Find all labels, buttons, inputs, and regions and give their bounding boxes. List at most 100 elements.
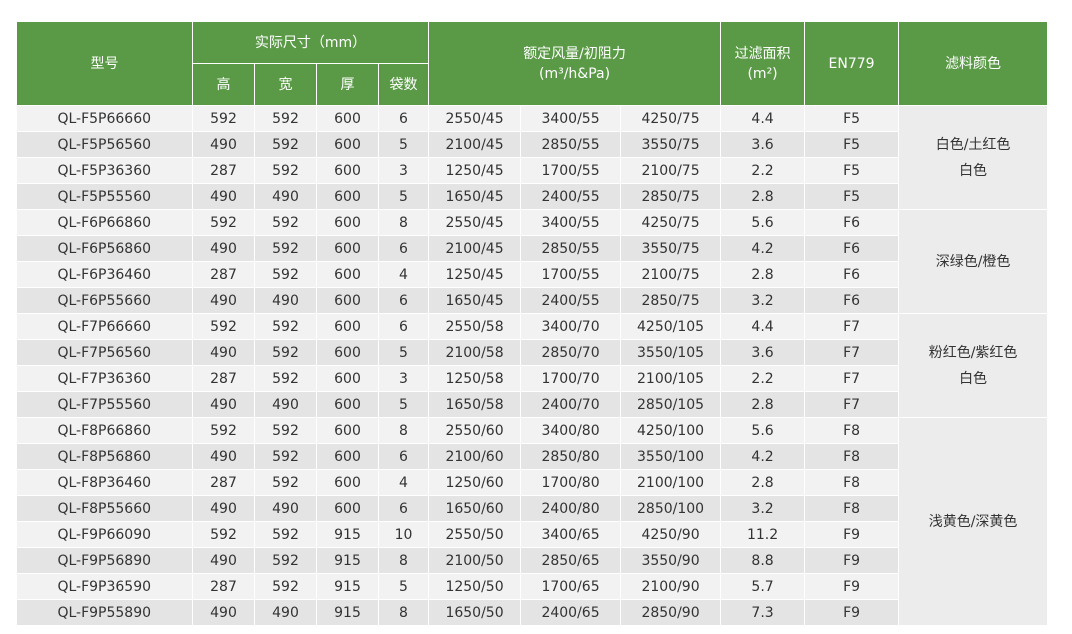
grade-cell: F9 (804, 521, 900, 548)
width-cell: 490 (254, 287, 317, 314)
bag-count-cell: 8 (378, 417, 430, 444)
airflow-3-cell: 2850/100 (620, 495, 722, 522)
header-bag-count: 袋数 (377, 63, 430, 106)
height-cell: 490 (192, 235, 255, 262)
airflow-3-cell: 4250/100 (620, 417, 722, 444)
width-cell: 592 (254, 313, 317, 340)
airflow-1-cell: 1650/58 (428, 391, 522, 418)
height-cell: 287 (192, 573, 255, 600)
width-cell: 592 (254, 235, 317, 262)
airflow-1-cell: 1650/60 (428, 495, 522, 522)
bag-count-cell: 6 (378, 313, 430, 340)
grade-cell: F7 (804, 365, 900, 392)
grade-cell: F8 (804, 443, 900, 470)
height-cell: 490 (192, 131, 255, 158)
bag-count-cell: 5 (378, 131, 430, 158)
bag-count-cell: 8 (378, 599, 430, 626)
height-cell: 287 (192, 157, 255, 184)
airflow-1-cell: 1250/58 (428, 365, 522, 392)
filter-area-cell: 5.6 (720, 209, 806, 236)
airflow-2-cell: 2850/55 (520, 131, 622, 158)
airflow-1-cell: 1250/45 (428, 157, 522, 184)
airflow-2-cell: 2400/70 (520, 391, 622, 418)
airflow-3-cell: 2100/100 (620, 469, 722, 496)
depth-cell: 600 (316, 443, 379, 470)
bag-count-cell: 8 (378, 209, 430, 236)
model-cell: QL-F7P66660 (16, 313, 193, 340)
airflow-2-cell: 2850/55 (520, 235, 622, 262)
height-cell: 592 (192, 105, 255, 132)
airflow-2-cell: 2850/80 (520, 443, 622, 470)
airflow-1-cell: 2100/50 (428, 547, 522, 574)
filter-area-cell: 2.8 (720, 469, 806, 496)
width-cell: 592 (254, 261, 317, 288)
depth-cell: 600 (316, 209, 379, 236)
bag-count-cell: 5 (378, 339, 430, 366)
filter-area-cell: 3.2 (720, 495, 806, 522)
width-cell: 592 (254, 521, 317, 548)
media-color-cell: 深绿色/橙色 (898, 209, 1049, 314)
table-row: QL-F6P36460 287 592 600 4 1250/45 1700/55 2100/… (16, 261, 1048, 288)
filter-area-cell: 5.6 (720, 417, 806, 444)
airflow-2-cell: 1700/70 (520, 365, 622, 392)
table-row: QL-F8P66860 592 592 600 8 2550/60 3400/80 4250/… (16, 417, 1049, 626)
filter-area-cell: 4.4 (720, 105, 806, 132)
grade-cell: F6 (804, 261, 900, 288)
header-area-line1: 过滤面积 (734, 45, 791, 62)
media-color-cell: 浅黄色/深黄色 (898, 417, 1049, 626)
header-model: 型号 (16, 21, 193, 106)
model-cell: QL-F7P36360 (16, 365, 193, 392)
bag-count-cell: 6 (378, 105, 430, 132)
filter-area-cell: 11.2 (720, 521, 806, 548)
width-cell: 592 (254, 547, 317, 574)
depth-cell: 915 (316, 521, 379, 548)
header-depth: 厚 (316, 63, 379, 106)
model-cell: QL-F6P56860 (16, 235, 193, 262)
airflow-3-cell: 4250/90 (620, 521, 722, 548)
depth-cell: 600 (316, 131, 379, 158)
airflow-2-cell: 3400/55 (520, 209, 622, 236)
airflow-2-cell: 1700/65 (520, 573, 622, 600)
airflow-3-cell: 3550/90 (620, 547, 722, 574)
bag-count-cell: 6 (378, 443, 430, 470)
model-cell: QL-F9P36590 (16, 573, 193, 600)
depth-cell: 600 (316, 417, 379, 444)
depth-cell: 600 (316, 365, 379, 392)
airflow-3-cell: 2850/75 (620, 287, 722, 314)
depth-cell: 600 (316, 235, 379, 262)
height-cell: 592 (192, 209, 255, 236)
header-size-group: 实际尺寸（mm） (191, 21, 430, 64)
table-row: QL-F7P66660 592 592 600 6 2550/58 3400/70 4250/… (16, 313, 1049, 418)
airflow-3-cell: 2100/105 (620, 365, 722, 392)
bag-count-cell: 3 (378, 157, 430, 184)
filter-area-cell: 8.8 (720, 547, 806, 574)
table-row: QL-F6P55660 490 490 600 6 1650/45 2400/55 2850/… (16, 287, 1048, 314)
grade-cell: F7 (804, 339, 900, 366)
grade-cell: F5 (804, 131, 900, 158)
width-cell: 592 (254, 469, 317, 496)
bag-count-cell: 5 (378, 391, 430, 418)
airflow-1-cell: 1650/45 (428, 183, 522, 210)
grade-cell: F9 (804, 573, 900, 600)
filter-spec-table: 型号 实际尺寸（mm） 额定风量/初阻力 (m³/h&Pa) 过滤面积 (m²)… (16, 21, 1049, 626)
media-color-text: 深绿色/橙色 (935, 253, 1011, 270)
depth-cell: 600 (316, 105, 379, 132)
filter-area-cell: 2.8 (720, 391, 806, 418)
airflow-2-cell: 3400/80 (520, 417, 622, 444)
bag-count-cell: 4 (378, 469, 430, 496)
airflow-2-cell: 2850/70 (520, 339, 622, 366)
height-cell: 287 (192, 365, 255, 392)
table-row: QL-F9P36590 287 592 915 5 1250/50 1700/65 2100/… (16, 573, 1048, 600)
bag-count-cell: 5 (378, 183, 430, 210)
filter-area-cell: 3.6 (720, 131, 806, 158)
airflow-2-cell: 1700/55 (520, 157, 622, 184)
bag-count-cell: 4 (378, 261, 430, 288)
grade-cell: F9 (804, 599, 900, 626)
airflow-2-cell: 2400/65 (520, 599, 622, 626)
header-area-line2: (m²) (747, 65, 778, 82)
depth-cell: 600 (316, 391, 379, 418)
airflow-3-cell: 4250/105 (620, 313, 722, 340)
grade-cell: F5 (804, 105, 900, 132)
table-row: QL-F5P55560 490 490 600 5 1650/45 2400/55 2850/… (16, 183, 1048, 210)
height-cell: 287 (192, 261, 255, 288)
